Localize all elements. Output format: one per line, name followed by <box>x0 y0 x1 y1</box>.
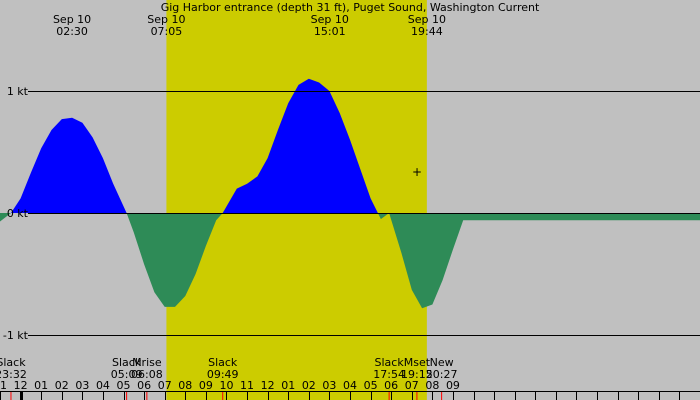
x-tick-label: 06 <box>137 379 151 392</box>
x-tick-label: 08 <box>425 379 439 392</box>
event-time: 09:49 <box>207 368 239 381</box>
top-label-date: Sep 10 <box>147 13 185 26</box>
x-tick-label: 02 <box>302 379 316 392</box>
event-name: Slack <box>208 356 238 369</box>
y-gridlines: 1 kt 0 kt -1 kt <box>3 85 700 342</box>
y-tick-label: 0 kt <box>7 207 29 220</box>
x-tick-label: 11 <box>240 379 254 392</box>
top-label-time: 15:01 <box>314 25 346 38</box>
x-tick-label: 10 <box>219 379 233 392</box>
event-time: 06:08 <box>131 368 163 381</box>
y-tick-label: 1 kt <box>7 85 29 98</box>
top-label-date: Sep 10 <box>408 13 446 26</box>
event-name: Slack <box>375 356 405 369</box>
x-tick-label: 09 <box>199 379 213 392</box>
chart-title: Gig Harbor entrance (depth 31 ft), Puget… <box>161 1 540 14</box>
event-name: Mrise <box>132 356 162 369</box>
event-time: 17:54 <box>373 368 405 381</box>
flood-current-area <box>0 78 700 213</box>
x-tick-label: 05 <box>117 379 131 392</box>
event-time: 20:27 <box>426 368 458 381</box>
current-area-layer <box>0 78 700 309</box>
x-tick-label: 04 <box>96 379 110 392</box>
x-tick-label: 01 <box>281 379 295 392</box>
x-tick-label: 03 <box>322 379 336 392</box>
event-time: 23:32 <box>0 368 27 381</box>
x-tick-label: 04 <box>343 379 357 392</box>
x-axis: 11 12 01 02 03 04 05 06 07 08 09 10 11 12 01 02 03 04 05 06… <box>0 379 700 400</box>
x-tick-label: 06 <box>384 379 398 392</box>
x-tick-label: 12 <box>261 379 275 392</box>
x-tick-label: 03 <box>75 379 89 392</box>
x-tick-label: 12 <box>14 379 28 392</box>
event-labels: Slack23:32Slack05:09Mrise06:08Slack09:49… <box>0 356 457 400</box>
y-tick-label: -1 kt <box>3 329 29 342</box>
event-name: Slack <box>0 356 26 369</box>
event-time: 19:15 <box>401 368 433 381</box>
x-tick-label: 02 <box>55 379 69 392</box>
x-tick-label: 07 <box>158 379 172 392</box>
x-tick-label: 09 <box>446 379 460 392</box>
x-tick-label: 11 <box>0 379 7 392</box>
x-tick-label: 05 <box>364 379 378 392</box>
x-tick-label: 07 <box>405 379 419 392</box>
x-tick-label: 01 <box>34 379 48 392</box>
ebb-current-area <box>0 213 700 309</box>
top-label-date: Sep 10 <box>311 13 349 26</box>
crosshair-marker: + <box>412 165 422 179</box>
top-label-time: 19:44 <box>411 25 443 38</box>
event-name: Mset <box>404 356 431 369</box>
top-label-date: Sep 10 <box>53 13 91 26</box>
event-name: New <box>430 356 454 369</box>
top-label-time: 07:05 <box>151 25 183 38</box>
top-label-time: 02:30 <box>56 25 88 38</box>
event-name: Slack <box>112 356 142 369</box>
x-tick-label: 08 <box>178 379 192 392</box>
event-time: 05:09 <box>111 368 143 381</box>
